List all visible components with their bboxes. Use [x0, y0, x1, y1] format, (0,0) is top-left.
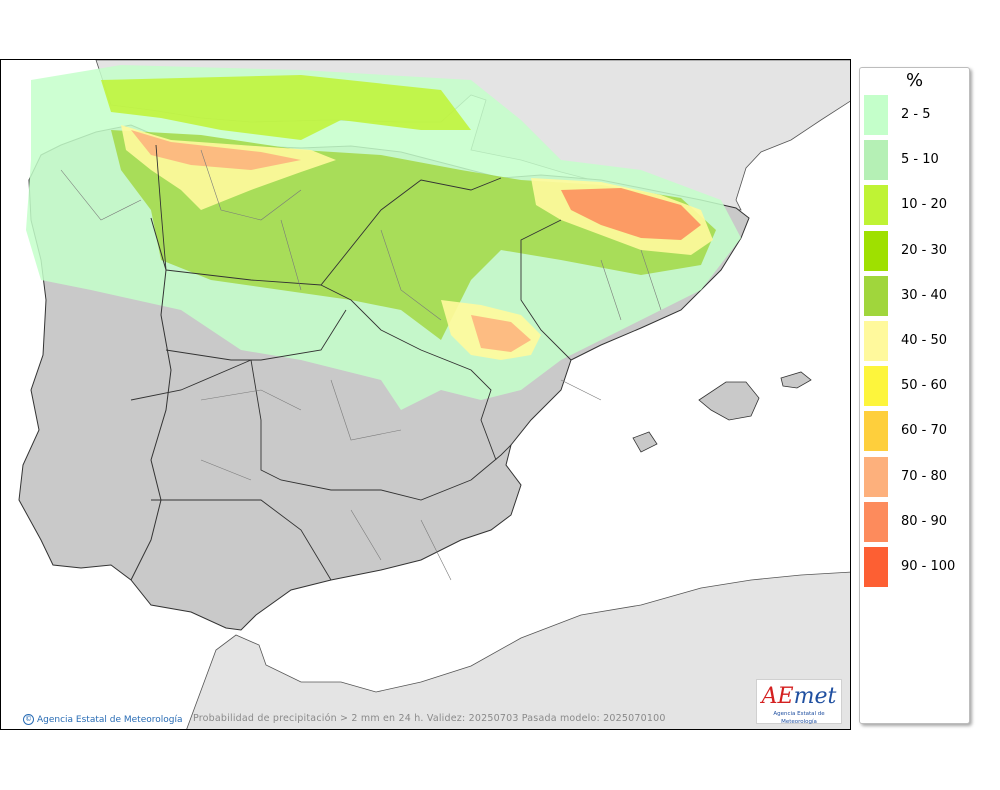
legend-label: 60 - 70: [901, 423, 948, 439]
legend-item: 10 - 20: [864, 185, 968, 226]
mallorca-island: [698, 381, 760, 421]
aemet-logo-mark: AEmet: [761, 684, 837, 709]
legend-item: 50 - 60: [864, 366, 968, 407]
legend-swatch: [864, 547, 888, 587]
legend-label: 5 - 10: [901, 152, 939, 168]
province-borders: [60, 149, 662, 581]
menorca-island: [780, 371, 812, 389]
legend-label: 80 - 90: [901, 513, 948, 529]
copyright-icon: ©: [23, 714, 34, 725]
legend-swatch: [864, 185, 888, 226]
legend-swatch: [864, 230, 888, 271]
iberia-map: [18, 60, 850, 729]
precip-area-peak-2: [471, 315, 531, 352]
legend-swatch: [864, 140, 888, 181]
legend-item: 2 - 5: [864, 95, 968, 135]
credit-text: © Agencia Estatal de Meteorología: [23, 714, 183, 725]
legend-label: 50 - 60: [901, 378, 948, 394]
credit-label: Agencia Estatal de Meteorología: [37, 714, 183, 725]
legend-panel: % 2 - 5 5 - 10 10 - 20 20 - 30 30 - 40 40 - 5…: [859, 67, 970, 724]
legend-item: 30 - 40: [864, 275, 968, 316]
ibiza-island: [632, 431, 658, 453]
legend-swatch: [864, 411, 888, 452]
aemet-logo-subtitle: Agencia Estatal de Meteorología: [773, 711, 825, 725]
legend-label: 20 - 30: [901, 242, 948, 258]
precip-area-peak: [561, 188, 701, 240]
legend-title: %: [905, 70, 924, 91]
legend-label: 70 - 80: [901, 468, 948, 484]
precip-area-mid: [101, 75, 471, 140]
legend-label: 30 - 40: [901, 287, 948, 303]
legend-item: 60 - 70: [864, 411, 968, 452]
legend-swatch: [864, 321, 888, 361]
legend-label: 2 - 5: [901, 107, 931, 122]
legend-item: 70 - 80: [864, 456, 968, 497]
legend-label: 40 - 50: [901, 333, 948, 348]
map-panel: © Agencia Estatal de Meteorología Probab…: [0, 59, 851, 730]
legend-label: 90 - 100: [901, 559, 956, 574]
legend-item: 20 - 30: [864, 230, 968, 271]
legend-item: 80 - 90: [864, 501, 968, 542]
aemet-logo: AEmet Agencia Estatal de Meteorología: [756, 679, 842, 725]
legend-swatch: [864, 501, 888, 542]
legend-label: 10 - 20: [901, 197, 948, 213]
legend-swatch: [864, 275, 888, 316]
portugal-border: [130, 217, 172, 581]
map-caption: Probabilidad de precipitación > 2 mm en …: [193, 713, 666, 724]
legend-item: 5 - 10: [864, 140, 968, 181]
legend-swatch: [864, 95, 888, 135]
precip-area-peak-3: [131, 130, 301, 170]
africa-landmass: [186, 571, 850, 729]
legend-swatch: [864, 366, 888, 407]
region-borders: [130, 144, 572, 581]
legend-item: 40 - 50: [864, 321, 968, 361]
legend-item: 90 - 100: [864, 547, 968, 587]
legend-swatch: [864, 456, 888, 497]
